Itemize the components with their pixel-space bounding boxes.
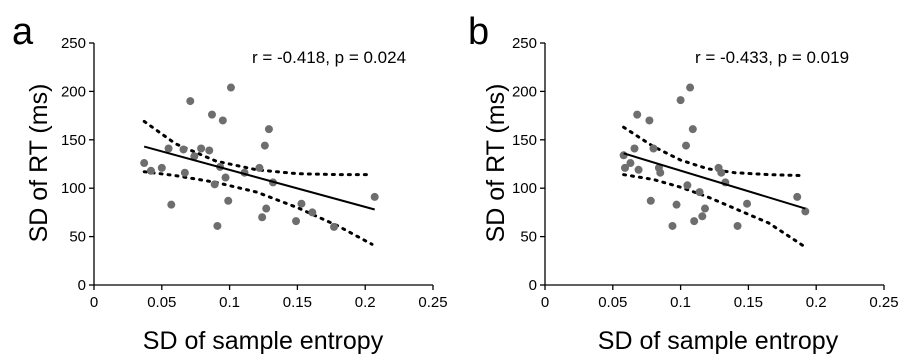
panel-a-data-point (262, 204, 271, 213)
panel-letter-a: a (12, 11, 34, 53)
panel-b-x-tick-label: 0 (541, 294, 549, 311)
panel-b-x-tick-label: 0.15 (734, 294, 763, 311)
panel-a-data-point (330, 222, 339, 231)
panel-a-data-point (297, 199, 306, 208)
panel-b-y-tick-label: 150 (512, 132, 537, 149)
panel-a-data-point (264, 125, 273, 134)
panel-b-data-point (633, 110, 642, 119)
panel-b-ci-lower (622, 173, 805, 247)
panel-b-data-point (683, 181, 692, 190)
panel-b-y-tick-label: 250 (512, 35, 537, 52)
panel-a-data-point (308, 208, 317, 217)
panel-a-x-tick-label: 0.05 (147, 294, 176, 311)
panel-b-data-point (672, 200, 681, 209)
panel-b-data-point (630, 144, 639, 153)
panel-b-stat-annotation: r = -0.433, p = 0.019 (695, 48, 849, 67)
panel-a-ci-lower (142, 170, 374, 246)
panel-a-x-tick-label: 0 (90, 294, 98, 311)
panel-b-data-point (646, 196, 655, 205)
panel-a-data-point (146, 166, 155, 175)
panel-a-data-point (179, 145, 188, 154)
panel-b-ylabel: SD of RT (ms) (482, 84, 510, 243)
panel-a-data-point (255, 163, 264, 172)
panel-a-data-point (292, 217, 301, 226)
panel-a-data-point (157, 163, 166, 172)
panel-b-data-point (701, 204, 710, 213)
panel-a-regression-line (143, 145, 375, 211)
panel-a-ylabel: SD of RT (ms) (25, 84, 53, 243)
panel-b-regression-line (623, 152, 806, 210)
panel-a-x-tick-label: 0.2 (355, 294, 376, 311)
panel-a-stat-annotation: r = -0.418, p = 0.024 (252, 48, 406, 67)
panel-b-x-tick-label: 0.05 (598, 294, 627, 311)
panel-b-data-point (686, 83, 695, 92)
panel-b-y-tick-label: 0 (529, 277, 537, 294)
panel-b-x-tick-label: 0.1 (670, 294, 691, 311)
panel-a-data-point (205, 146, 214, 155)
panel-b-data-point (698, 212, 707, 221)
panel-b-data-point (801, 207, 810, 216)
panel-b-xlabel: SD of sample entropy (598, 327, 839, 355)
panel-a-data-point (213, 221, 222, 230)
panel-b-data-point (621, 163, 630, 172)
panel-a-data-point (180, 168, 189, 177)
panel-a-y-tick-label: 100 (61, 180, 86, 197)
panel-a-data-point (190, 152, 199, 161)
panel-b-data-point (645, 116, 654, 125)
panel-a-y-tick-label: 200 (61, 83, 86, 100)
panel-a: a SD of RT (ms) SD of sample entropy r =… (12, 11, 448, 355)
panel-a-data-point (370, 192, 379, 201)
panel-b-x-tick-label: 0.25 (869, 294, 898, 311)
panel-b-data-point (634, 165, 643, 174)
panel-a-x-tick-label: 0.25 (418, 294, 447, 311)
panel-a-x-tick-label: 0.1 (219, 294, 240, 311)
panel-b-data-point (688, 125, 697, 134)
panel-b-data-point (649, 144, 658, 153)
panel-a-y-tick-label: 250 (61, 35, 86, 52)
panel-a-data-point (226, 83, 235, 92)
panel-a-data-point (258, 213, 267, 222)
panel-b-data-point (733, 221, 742, 230)
panel-a-data-point (207, 110, 216, 119)
panel-b-x-tick-label: 0.2 (806, 294, 827, 311)
panel-b-data-point (743, 199, 752, 208)
panel-b-data-point (682, 141, 691, 150)
panel-a-data-point (210, 180, 219, 189)
panel-a-data-point (186, 97, 195, 106)
panel-b-y-tick-label: 100 (512, 180, 537, 197)
panel-a-data-point (197, 144, 206, 153)
panel-b-y-tick-label: 50 (520, 229, 537, 246)
panel-a-data-point (260, 141, 269, 150)
panel-a-y-tick-label: 50 (69, 229, 86, 246)
panel-b: b SD of RT (ms) SD of sample entropy r =… (468, 11, 899, 355)
panel-a-data-point (221, 173, 230, 182)
panel-a-data-point (164, 144, 173, 153)
panel-b-data-point (793, 192, 802, 201)
panel-a-data-point (167, 200, 176, 209)
panel-a-y-tick-label: 0 (78, 277, 86, 294)
panel-a-y-tick-label: 150 (61, 132, 86, 149)
panel-a-x-tick-label: 0.15 (283, 294, 312, 311)
panel-b-ci-upper (622, 125, 805, 178)
panel-b-data-point (656, 168, 665, 177)
panel-b-data-point (690, 217, 699, 226)
panel-b-data-point (717, 168, 726, 177)
panel-a-xlabel: SD of sample entropy (143, 327, 384, 355)
panel-b-y-tick-label: 200 (512, 83, 537, 100)
panel-a-data-point (140, 159, 149, 168)
panel-b-data-point (626, 159, 635, 168)
panel-letter-b: b (468, 11, 489, 53)
panel-b-data-point (619, 151, 628, 160)
panel-a-data-point (218, 116, 227, 125)
panel-a-data-point (224, 196, 233, 205)
panel-b-data-point (676, 96, 685, 105)
panel-b-data-point (695, 188, 704, 197)
panel-b-data-point (668, 221, 677, 230)
